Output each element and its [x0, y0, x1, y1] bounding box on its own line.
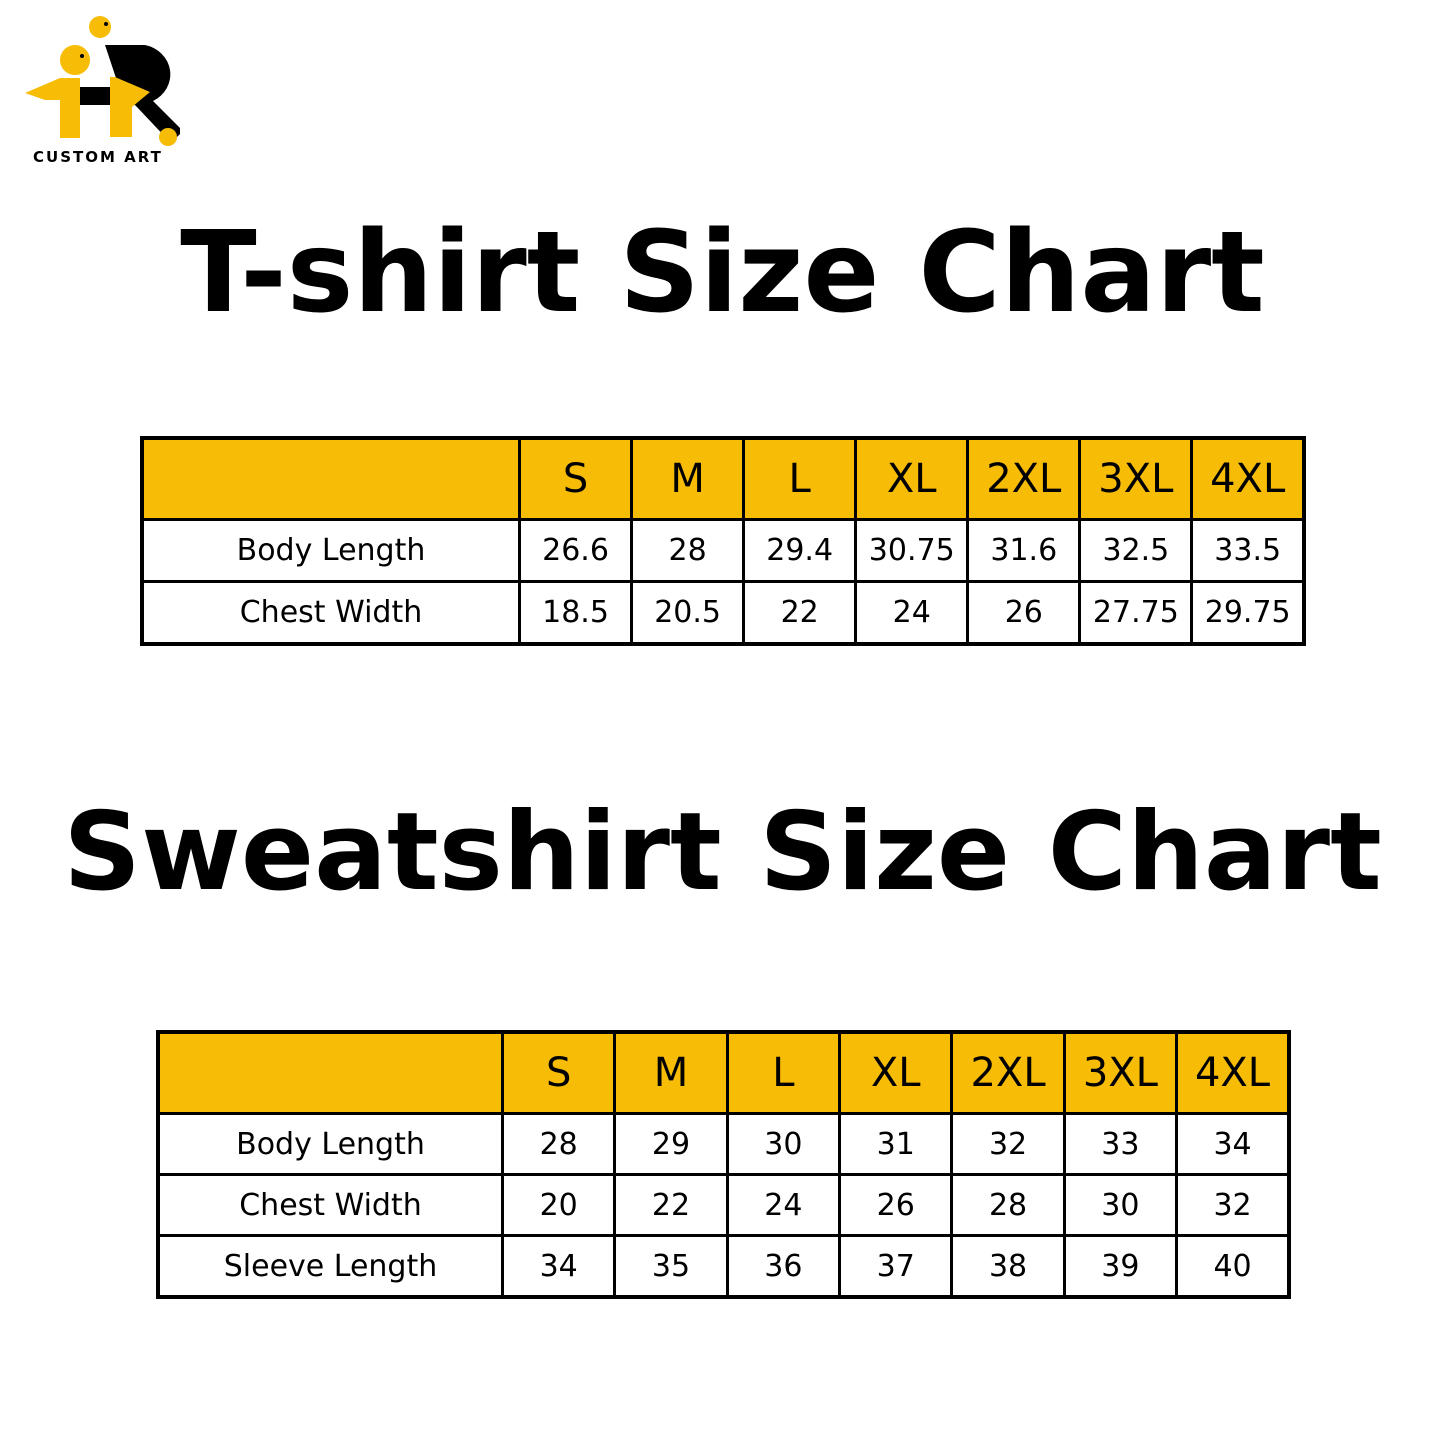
measurement-cell: 30.75	[854, 518, 970, 583]
header-row: S M L XL 2XL 3XL 4XL	[140, 436, 1306, 521]
row-label: Sleeve Length	[156, 1234, 504, 1299]
header-blank-cell	[140, 436, 521, 521]
measurement-cell: 22	[613, 1173, 729, 1237]
row-label: Chest Width	[140, 580, 521, 646]
measurement-cell: 32	[1175, 1173, 1291, 1237]
measurement-cell: 28	[630, 518, 746, 583]
size-header-cell: L	[742, 436, 858, 521]
table-row: Body Length 28 29 30 31 32 33 34	[156, 1112, 1291, 1176]
measurement-cell: 34	[1175, 1112, 1291, 1176]
tshirt-size-table: S M L XL 2XL 3XL 4XL Body Length 26.6 28 29.4 30.75…	[140, 436, 1306, 646]
measurement-cell: 28	[500, 1112, 617, 1176]
size-header-cell: 3XL	[1078, 436, 1194, 521]
measurement-cell: 33.5	[1190, 518, 1306, 583]
table-row: Sleeve Length 34 35 36 37 38 39 40	[156, 1234, 1291, 1299]
measurement-cell: 26	[838, 1173, 954, 1237]
measurement-cell: 24	[725, 1173, 842, 1237]
size-header-cell: 2XL	[950, 1030, 1066, 1115]
measurement-cell: 26	[966, 580, 1082, 646]
header-row: S M L XL 2XL 3XL 4XL	[156, 1030, 1291, 1115]
measurement-cell: 29.4	[742, 518, 858, 583]
brand-logo	[25, 16, 180, 146]
measurement-cell: 32.5	[1078, 518, 1194, 583]
size-header-cell: S	[500, 1030, 617, 1115]
row-label: Body Length	[140, 518, 521, 583]
size-header-cell: M	[613, 1030, 729, 1115]
sweatshirt-size-table: S M L XL 2XL 3XL 4XL Body Length 28 29 30 31 32 33 34 C…	[156, 1030, 1291, 1299]
sweatshirt-title: Sweatshirt Size Chart	[63, 790, 1382, 915]
measurement-cell: 24	[854, 580, 970, 646]
measurement-cell: 27.75	[1078, 580, 1194, 646]
measurement-cell: 31	[838, 1112, 954, 1176]
measurement-cell: 18.5	[517, 580, 634, 646]
measurement-cell: 38	[950, 1234, 1066, 1299]
measurement-cell: 37	[838, 1234, 954, 1299]
size-header-cell: XL	[854, 436, 970, 521]
measurement-cell: 36	[725, 1234, 842, 1299]
measurement-cell: 31.6	[966, 518, 1082, 583]
table-row: Chest Width 20 22 24 26 28 30 32	[156, 1173, 1291, 1237]
measurement-cell: 35	[613, 1234, 729, 1299]
size-header-cell: 3XL	[1062, 1030, 1179, 1115]
measurement-cell: 32	[950, 1112, 1066, 1176]
measurement-cell: 29	[613, 1112, 729, 1176]
measurement-cell: 28	[950, 1173, 1066, 1237]
size-header-cell: L	[725, 1030, 842, 1115]
tshirt-title: T-shirt Size Chart	[180, 208, 1265, 338]
measurement-cell: 29.75	[1190, 580, 1306, 646]
measurement-cell: 26.6	[517, 518, 634, 583]
row-label: Chest Width	[156, 1173, 504, 1237]
measurement-cell: 20	[500, 1173, 617, 1237]
table-row: Body Length 26.6 28 29.4 30.75 31.6 32.5 33.5	[140, 518, 1306, 583]
measurement-cell: 34	[500, 1234, 617, 1299]
measurement-cell: 20.5	[630, 580, 746, 646]
measurement-cell: 33	[1062, 1112, 1179, 1176]
header-blank-cell	[156, 1030, 504, 1115]
size-header-cell: M	[630, 436, 746, 521]
measurement-cell: 40	[1175, 1234, 1291, 1299]
measurement-cell: 30	[725, 1112, 842, 1176]
size-header-cell: XL	[838, 1030, 954, 1115]
size-header-cell: 4XL	[1190, 436, 1306, 521]
measurement-cell: 30	[1062, 1173, 1179, 1237]
size-header-cell: 4XL	[1175, 1030, 1291, 1115]
table-row: Chest Width 18.5 20.5 22 24 26 27.75 29.75	[140, 580, 1306, 646]
logo-text: CUSTOM ART	[33, 148, 163, 166]
size-header-cell: 2XL	[966, 436, 1082, 521]
row-label: Body Length	[156, 1112, 504, 1176]
measurement-cell: 39	[1062, 1234, 1179, 1299]
size-header-cell: S	[517, 436, 634, 521]
measurement-cell: 22	[742, 580, 858, 646]
